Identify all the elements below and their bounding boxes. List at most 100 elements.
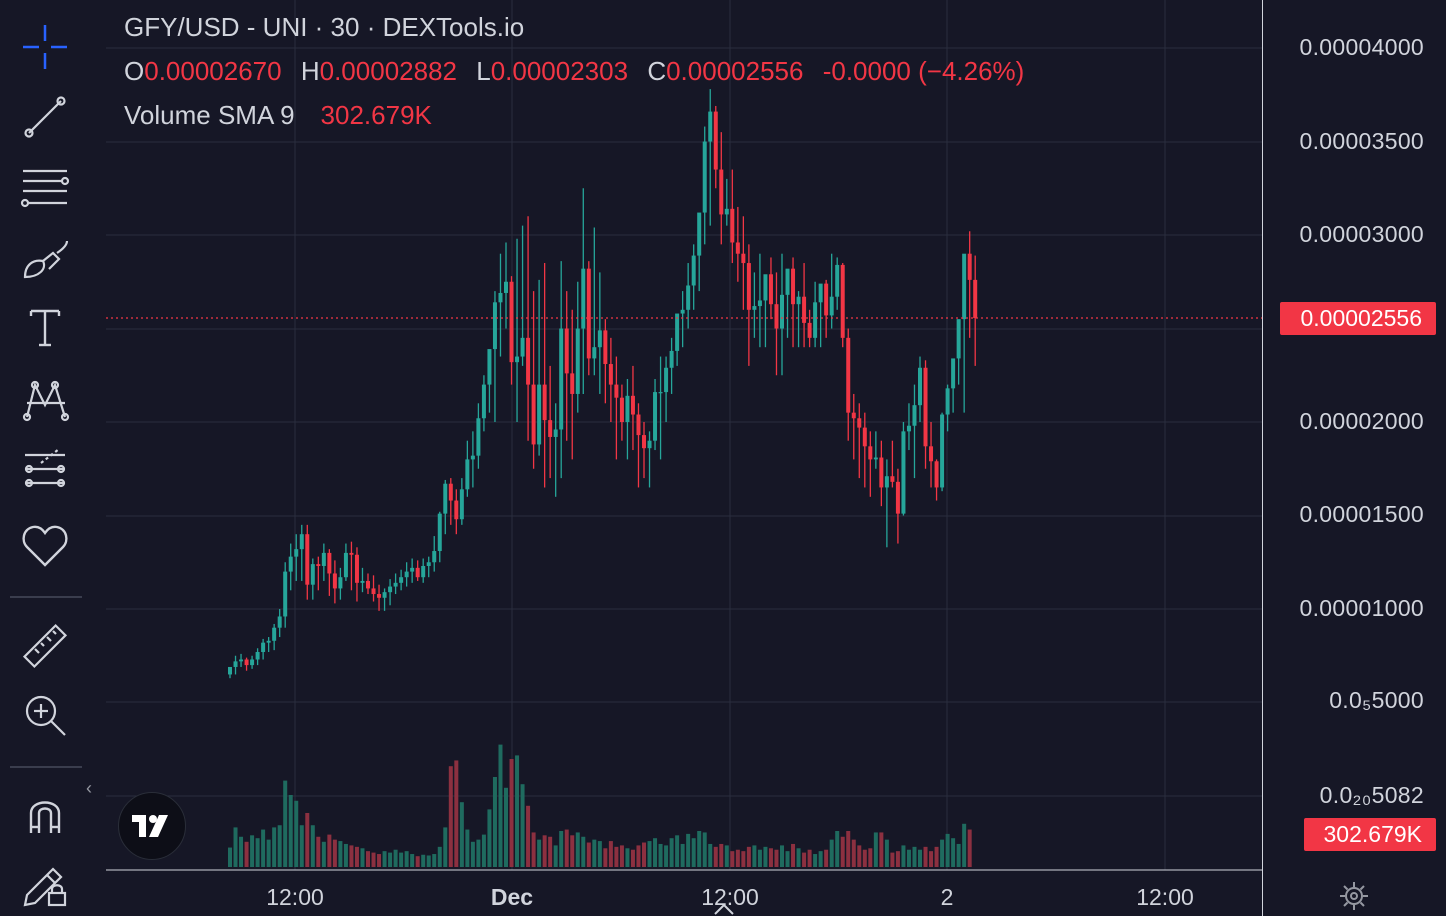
volume-bar xyxy=(757,849,762,867)
magnet-icon[interactable] xyxy=(16,786,74,844)
volume-bar xyxy=(697,831,702,867)
volume-bar xyxy=(630,849,635,867)
candle-body xyxy=(840,264,845,338)
candle-body xyxy=(680,309,685,314)
candle-body xyxy=(686,285,691,310)
candlesticks xyxy=(228,89,978,679)
candle-body xyxy=(807,322,812,338)
candle-body xyxy=(630,395,635,415)
volume-bar xyxy=(807,849,812,867)
candle-body xyxy=(548,420,553,437)
zoom-in-icon[interactable] xyxy=(16,686,74,744)
toolbar-separator xyxy=(10,766,82,768)
candle-body xyxy=(338,577,343,589)
candle-body xyxy=(752,306,757,310)
candle-body xyxy=(592,347,597,359)
volume-bar xyxy=(597,841,602,867)
trend-line-icon[interactable] xyxy=(16,88,74,146)
candle-body xyxy=(647,440,652,449)
volume-bar xyxy=(929,851,934,867)
volume-bar xyxy=(437,846,442,867)
close-value: 0.00002556 xyxy=(666,56,804,86)
prediction-icon[interactable] xyxy=(16,438,74,496)
candle-body xyxy=(233,661,238,667)
volume-bar xyxy=(608,841,613,867)
volume-bar xyxy=(658,843,663,867)
volume-bar xyxy=(233,827,238,867)
price-axis-label: 0.00002000 xyxy=(1299,408,1424,434)
fib-retracement-icon[interactable] xyxy=(16,158,74,216)
candle-body xyxy=(404,571,409,578)
candle-body xyxy=(520,337,525,357)
volume-bar xyxy=(250,835,255,867)
candle-body xyxy=(388,586,393,593)
time-cursor-marker xyxy=(714,903,734,915)
volume-bar xyxy=(537,839,542,867)
candle-body xyxy=(603,330,608,365)
candle-body xyxy=(791,268,796,305)
volume-bar xyxy=(470,841,475,867)
candle-body xyxy=(857,418,862,428)
candle-body xyxy=(697,212,702,256)
volume-bar xyxy=(735,849,740,867)
favorites-heart-icon[interactable] xyxy=(16,516,74,574)
candle-body xyxy=(382,592,387,598)
candle-body xyxy=(305,534,310,585)
volume-bar xyxy=(310,825,315,867)
volume-bars xyxy=(228,744,972,867)
volume-bar xyxy=(465,829,470,867)
volume-bar xyxy=(421,854,426,867)
candle-body xyxy=(415,567,420,578)
candle-body xyxy=(901,431,906,514)
volume-bar xyxy=(377,854,382,867)
candle-body xyxy=(873,457,878,460)
candle-body xyxy=(498,292,503,303)
candle-body xyxy=(730,208,735,243)
candle-body xyxy=(956,319,961,359)
candle-body xyxy=(299,534,304,550)
volume-bar xyxy=(504,787,508,867)
volume-bar xyxy=(945,833,950,867)
candle-body xyxy=(763,274,768,301)
candle-body xyxy=(653,392,658,441)
high-value: 0.00002882 xyxy=(319,56,457,86)
candle-body xyxy=(884,476,889,488)
text-icon[interactable] xyxy=(16,298,74,356)
volume-bar xyxy=(813,854,818,867)
volume-bar xyxy=(862,849,867,867)
candle-body xyxy=(316,564,321,566)
volume-bar xyxy=(768,848,773,867)
tradingview-logo[interactable] xyxy=(118,792,186,860)
volume-bar xyxy=(498,744,503,867)
ruler-icon[interactable] xyxy=(16,616,74,674)
volume-bar xyxy=(586,842,591,867)
brush-icon[interactable] xyxy=(16,228,74,286)
collapse-toolbar-button[interactable]: ‹ xyxy=(86,778,92,798)
volume-bar xyxy=(614,846,619,867)
crosshair-icon[interactable] xyxy=(16,18,74,76)
volume-bar xyxy=(432,854,437,867)
candle-body xyxy=(636,414,641,436)
volume-bar xyxy=(691,838,696,867)
candle-body xyxy=(399,577,404,583)
symbol-title[interactable]: GFY/USD - UNI · 30 · DEXTools.io xyxy=(124,12,525,42)
candle-body xyxy=(426,562,431,566)
volume-indicator-value: 302.679K xyxy=(320,100,432,130)
volume-bar xyxy=(956,843,961,867)
volume-bar xyxy=(404,851,409,867)
volume-legend[interactable]: Volume SMA 9 302.679K xyxy=(124,100,432,131)
candle-body xyxy=(724,208,729,215)
pattern-icon[interactable] xyxy=(16,368,74,426)
candle-body xyxy=(570,373,575,394)
candle-body xyxy=(310,564,315,585)
chart-settings-gear-icon[interactable] xyxy=(1338,880,1370,912)
lock-drawing-icon[interactable] xyxy=(16,856,74,914)
volume-bar xyxy=(906,849,911,867)
candle-body xyxy=(354,554,359,583)
candle-body xyxy=(586,268,591,359)
volume-bar xyxy=(239,836,244,867)
candle-body xyxy=(470,455,475,460)
volume-bar xyxy=(669,838,674,867)
candle-body xyxy=(951,358,956,389)
